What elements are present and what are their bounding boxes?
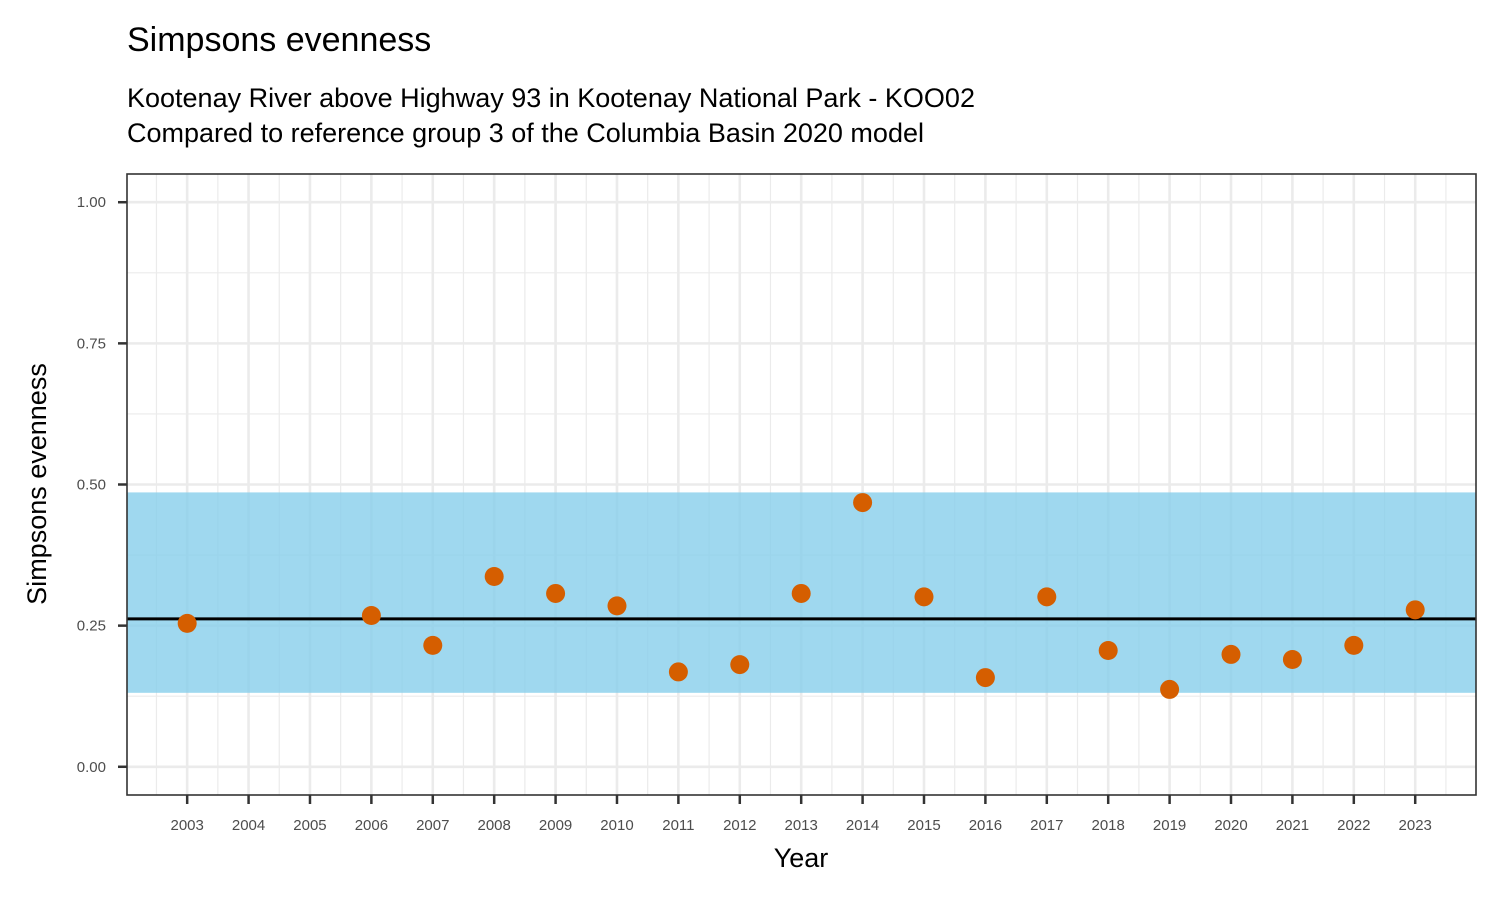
x-tick-label: 2008 bbox=[477, 817, 510, 834]
y-tick-label: 0.50 bbox=[77, 477, 106, 494]
y-tick-label: 1.00 bbox=[77, 194, 106, 211]
data-point bbox=[1221, 644, 1241, 664]
data-point bbox=[361, 605, 381, 625]
x-tick-label: 2011 bbox=[662, 817, 694, 834]
data-point bbox=[791, 583, 811, 603]
data-point bbox=[1282, 650, 1302, 670]
data-point bbox=[668, 662, 688, 682]
data-point bbox=[1037, 587, 1057, 607]
data-point bbox=[177, 613, 197, 633]
x-tick-label: 2010 bbox=[600, 817, 633, 834]
x-axis: 2003 2004 2005 2006 2007 2008 2009 2010 2011 2012… bbox=[170, 795, 1432, 834]
x-tick-label: 2014 bbox=[846, 817, 879, 834]
x-tick-label: 2006 bbox=[355, 817, 388, 834]
x-tick-label: 2018 bbox=[1092, 817, 1125, 834]
chart-title: Simpsons evenness bbox=[127, 21, 431, 59]
x-tick-label: 2017 bbox=[1030, 817, 1063, 834]
x-tick-label: 2012 bbox=[723, 817, 756, 834]
data-point bbox=[914, 587, 934, 607]
y-tick-label: 0.25 bbox=[77, 618, 106, 635]
y-tick-label: 0.00 bbox=[77, 759, 106, 776]
x-tick-label: 2015 bbox=[907, 817, 940, 834]
x-tick-label: 2009 bbox=[539, 817, 572, 834]
x-tick-label: 2021 bbox=[1276, 817, 1309, 834]
y-axis: 0.00 0.25 0.50 0.75 1.00 bbox=[77, 194, 127, 776]
data-point bbox=[730, 655, 750, 675]
data-point bbox=[1405, 600, 1425, 620]
x-tick-label: 2019 bbox=[1153, 817, 1186, 834]
y-axis-title: Simpsons evenness bbox=[22, 363, 52, 605]
x-tick-label: 2020 bbox=[1214, 817, 1247, 834]
x-tick-label: 2023 bbox=[1399, 817, 1432, 834]
data-point bbox=[853, 493, 873, 513]
data-point bbox=[1160, 679, 1180, 699]
y-tick-label: 0.75 bbox=[77, 335, 106, 352]
data-point bbox=[484, 567, 504, 587]
x-tick-label: 2022 bbox=[1337, 817, 1370, 834]
x-tick-label: 2005 bbox=[293, 817, 326, 834]
x-tick-label: 2004 bbox=[232, 817, 265, 834]
x-tick-label: 2007 bbox=[416, 817, 449, 834]
chart-subtitle-line-1: Kootenay River above Highway 93 in Koote… bbox=[127, 83, 975, 113]
plot-panel bbox=[126, 173, 1477, 796]
x-tick-label: 2003 bbox=[170, 817, 203, 834]
x-tick-label: 2013 bbox=[785, 817, 818, 834]
data-point bbox=[1098, 640, 1118, 660]
data-point bbox=[546, 583, 566, 603]
data-point bbox=[607, 596, 627, 616]
x-tick-label: 2016 bbox=[969, 817, 1002, 834]
data-point bbox=[975, 668, 995, 688]
data-point bbox=[423, 635, 443, 655]
x-axis-title: Year bbox=[774, 843, 829, 873]
chart-subtitle-line-2: Compared to reference group 3 of the Col… bbox=[127, 118, 924, 148]
data-point bbox=[1344, 635, 1364, 655]
